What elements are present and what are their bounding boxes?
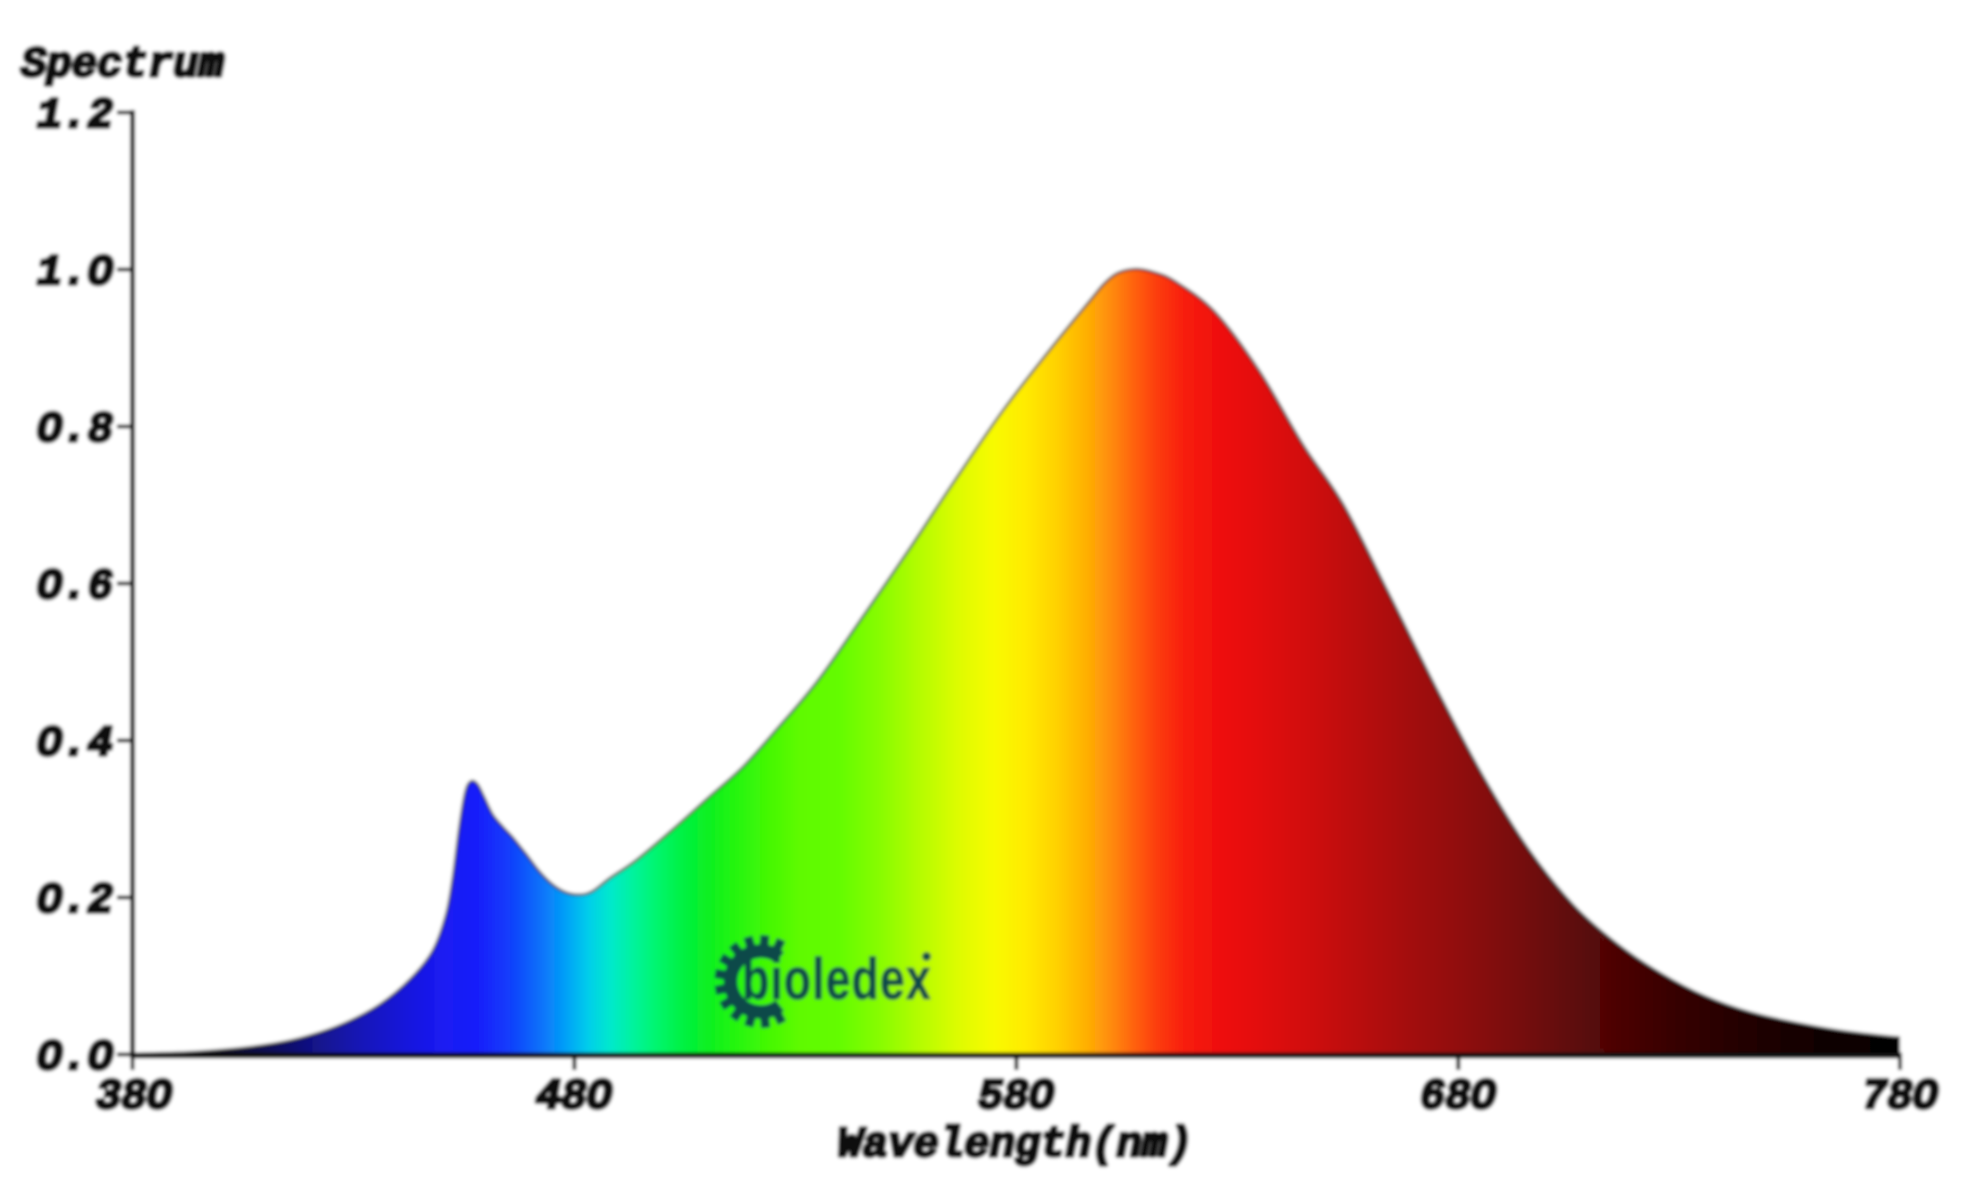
svg-text:O.8: O.8 <box>37 406 113 454</box>
svg-text:1.O: 1.O <box>37 249 113 297</box>
svg-text:bioledex: bioledex <box>742 946 932 1011</box>
svg-text:O.4: O.4 <box>37 720 113 768</box>
svg-text:38O: 38O <box>96 1073 172 1121</box>
svg-text:O.6: O.6 <box>37 563 113 611</box>
svg-text:O.O: O.O <box>37 1034 113 1082</box>
svg-text:58O: 58O <box>978 1073 1054 1121</box>
svg-text:O.2: O.2 <box>37 877 113 925</box>
svg-text:Spectrum: Spectrum <box>21 41 225 89</box>
svg-text:68O: 68O <box>1420 1073 1496 1121</box>
svg-text:48O: 48O <box>536 1073 612 1121</box>
svg-text:Wavelength(nm): Wavelength(nm) <box>837 1121 1192 1169</box>
svg-text:78O: 78O <box>1862 1073 1938 1121</box>
svg-text:1.2: 1.2 <box>37 92 113 140</box>
